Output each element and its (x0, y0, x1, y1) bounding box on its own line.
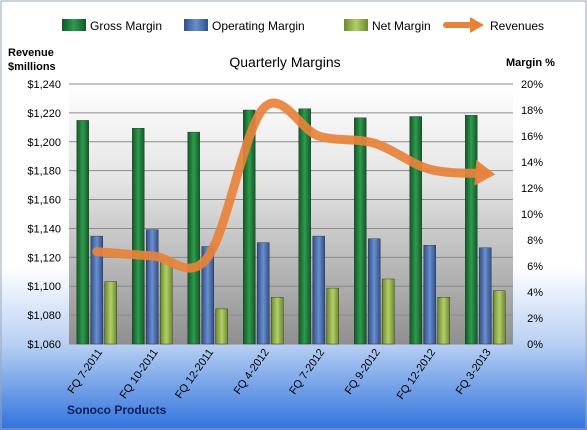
legend-label-revenues: Revenues (490, 19, 544, 33)
bar-net-margin (437, 297, 450, 345)
right-tick-label: 16% (521, 131, 543, 143)
bar-net-margin (493, 290, 506, 345)
bar-net-margin (104, 281, 117, 345)
legend-label-operating-margin: Operating Margin (212, 19, 305, 33)
bar-operating-margin (146, 229, 159, 345)
bar-operating-margin (479, 247, 492, 345)
left-axis-title-line2: $millions (8, 61, 56, 73)
bar-gross-margin (465, 114, 478, 345)
bar-net-margin (271, 297, 284, 345)
legend-swatch-gross-margin (62, 19, 86, 31)
revenue-line-group (92, 98, 496, 273)
right-tick-label: 12% (521, 183, 543, 195)
legend-swatch-revenues (443, 17, 484, 33)
left-tick-label: $1,140 (27, 223, 61, 235)
left-axis: $1,060 $1,080 $1,100 $1,120 $1,140 $1,160 $1,1… (27, 79, 61, 351)
bar-gross-margin (132, 127, 145, 345)
revenue-line (92, 98, 490, 273)
bar-operating-margin (90, 235, 103, 345)
left-tick-label: $1,240 (27, 79, 61, 91)
left-tick-label: $1,080 (27, 310, 61, 322)
left-axis-title-line1: Revenue (8, 47, 54, 59)
bar-net-margin (326, 287, 339, 345)
left-tick-label: $1,060 (27, 339, 61, 351)
left-tick-label: $1,160 (27, 195, 61, 207)
left-tick-label: $1,100 (27, 281, 61, 293)
right-tick-label: 2% (527, 313, 543, 325)
bar-gross-margin (409, 116, 422, 345)
bar-gross-margin (187, 131, 200, 345)
left-tick-label: $1,180 (27, 166, 61, 178)
right-tick-label: 6% (527, 261, 543, 273)
legend: Gross Margin Operating Margin Net Margin… (62, 17, 544, 33)
right-tick-label: 8% (527, 235, 543, 247)
right-tick-label: 0% (527, 339, 543, 351)
source-label: Sonoco Products (67, 403, 167, 417)
bar-operating-margin (423, 244, 436, 345)
bar-operating-margin (368, 238, 381, 345)
bar-net-margin (215, 308, 228, 345)
legend-swatch-operating-margin (184, 19, 208, 31)
legend-label-net-margin: Net Margin (372, 19, 431, 33)
bars (76, 108, 506, 345)
bar-operating-margin (201, 246, 214, 345)
right-tick-label: 4% (527, 287, 543, 299)
right-axis: 0% 2% 4% 6% 8% 10% 12% 14% 16% 18% 20% (521, 79, 543, 351)
right-tick-label: 18% (521, 105, 543, 117)
revenue-arrowhead (474, 159, 496, 186)
right-tick-label: 20% (521, 79, 543, 91)
bar-operating-margin (257, 242, 270, 345)
right-tick-label: 14% (521, 157, 543, 169)
bar-net-margin (160, 259, 173, 345)
right-tick-label: 10% (521, 209, 543, 221)
legend-label-gross-margin: Gross Margin (90, 19, 162, 33)
right-axis-title: Margin % (506, 57, 555, 69)
bar-operating-margin (312, 235, 325, 345)
bar-gross-margin (354, 117, 367, 345)
left-tick-label: $1,220 (27, 108, 61, 120)
left-tick-label: $1,200 (27, 137, 61, 149)
bar-gross-margin (76, 120, 89, 345)
bar-gross-margin (298, 108, 311, 345)
legend-swatch-net-margin (344, 19, 368, 31)
bar-gross-margin (243, 109, 256, 345)
chart-title: Quarterly Margins (229, 54, 340, 70)
left-tick-label: $1,120 (27, 252, 61, 264)
bar-net-margin (382, 278, 395, 345)
